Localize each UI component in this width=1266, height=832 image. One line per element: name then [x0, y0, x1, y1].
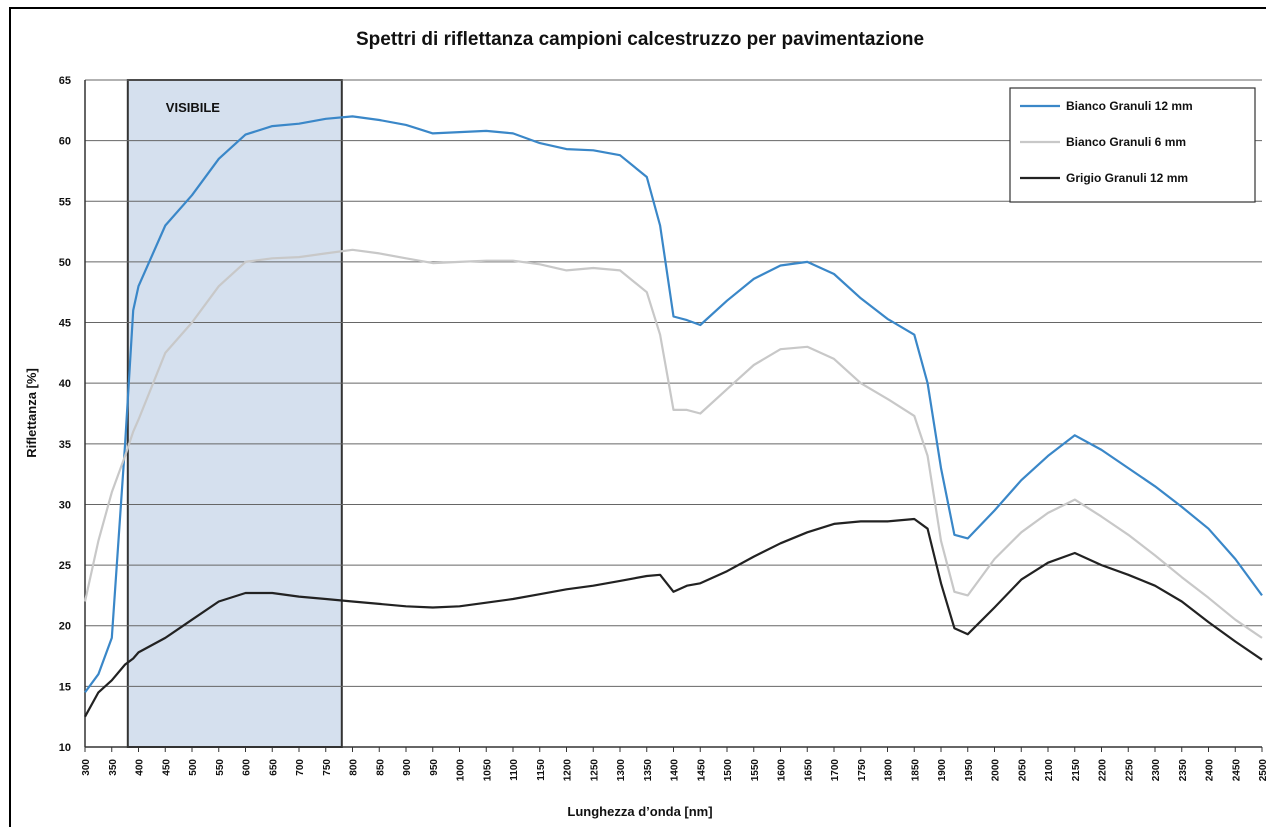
y-tick-label: 50: [59, 257, 71, 269]
chart-title: Spettri di riflettanza campioni calcestr…: [356, 29, 924, 50]
x-tick-label: 400: [135, 759, 146, 776]
x-tick-label: 750: [322, 759, 333, 776]
x-tick-label: 900: [402, 759, 413, 776]
x-tick-label: 1550: [750, 759, 761, 782]
x-tick-label: 2100: [1044, 759, 1055, 782]
y-tick-label: 10: [59, 742, 71, 754]
x-tick-label: 2200: [1098, 759, 1109, 782]
legend-label: Grigio Granuli 12 mm: [1066, 171, 1188, 185]
x-tick-label: 950: [429, 759, 440, 776]
x-axis-label: Lunghezza d’onda [nm]: [567, 804, 712, 819]
x-tick-label: 500: [188, 759, 199, 776]
y-tick-label: 15: [59, 681, 71, 693]
x-tick-label: 800: [349, 759, 360, 776]
x-tick-label: 1200: [563, 759, 574, 782]
y-tick-label: 30: [59, 499, 71, 511]
legend-label: Bianco Granuli 6 mm: [1066, 135, 1186, 149]
x-tick-label: 2000: [991, 759, 1002, 782]
legend-label: Bianco Granuli 12 mm: [1066, 99, 1193, 113]
x-tick-label: 2350: [1178, 759, 1189, 782]
x-tick-label: 1600: [777, 759, 788, 782]
y-tick-label: 55: [59, 196, 71, 208]
x-tick-label: 2500: [1258, 759, 1266, 782]
y-tick-label: 20: [59, 621, 71, 633]
x-tick-label: 450: [161, 759, 172, 776]
frame: [9, 7, 1266, 832]
x-tick-label: 1850: [910, 759, 921, 782]
band-label: VISIBILE: [166, 100, 221, 115]
x-tick-label: 1350: [643, 759, 654, 782]
y-tick-label: 40: [59, 378, 71, 390]
y-tick-label: 65: [59, 75, 71, 87]
y-axis-label: Riflettanza [%]: [24, 368, 39, 458]
x-tick-label: 550: [215, 759, 226, 776]
x-tick-label: 1700: [830, 759, 841, 782]
x-tick-label: 300: [81, 759, 92, 776]
x-tick-label: 1450: [696, 759, 707, 782]
series-line: [83, 248, 1263, 639]
x-tick-label: 1500: [723, 759, 734, 782]
series-line: [84, 115, 1263, 694]
x-tick-label: 2250: [1124, 759, 1135, 782]
y-tick-label: 35: [59, 439, 71, 451]
x-tick-label: 1950: [964, 759, 975, 782]
x-tick-label: 350: [108, 759, 119, 776]
x-tick-label: 1050: [482, 759, 493, 782]
x-tick-label: 1650: [803, 759, 814, 782]
x-tick-label: 2050: [1017, 759, 1028, 782]
x-tick-label: 600: [242, 759, 253, 776]
series-line: [84, 517, 1263, 718]
x-tick-label: 1750: [857, 759, 868, 782]
x-tick-label: 1800: [884, 759, 895, 782]
x-tick-label: 850: [375, 759, 386, 776]
x-tick-label: 1250: [589, 759, 600, 782]
x-tick-label: 700: [295, 759, 306, 776]
x-tick-label: 2400: [1205, 759, 1216, 782]
x-tick-label: 2150: [1071, 759, 1082, 782]
x-tick-label: 650: [268, 759, 279, 776]
x-tick-label: 1300: [616, 759, 627, 782]
x-tick-label: 2300: [1151, 759, 1162, 782]
x-tick-label: 1900: [937, 759, 948, 782]
x-tick-label: 1150: [536, 759, 547, 781]
x-tick-label: 1400: [670, 759, 681, 782]
y-tick-label: 25: [59, 560, 71, 572]
x-tick-label: 1000: [456, 759, 467, 782]
y-tick-label: 45: [59, 318, 71, 330]
y-tick-label: 60: [59, 136, 71, 148]
x-tick-label: 2450: [1231, 759, 1242, 782]
visible-band: [126, 79, 343, 748]
x-tick-label: 1100: [509, 759, 520, 781]
